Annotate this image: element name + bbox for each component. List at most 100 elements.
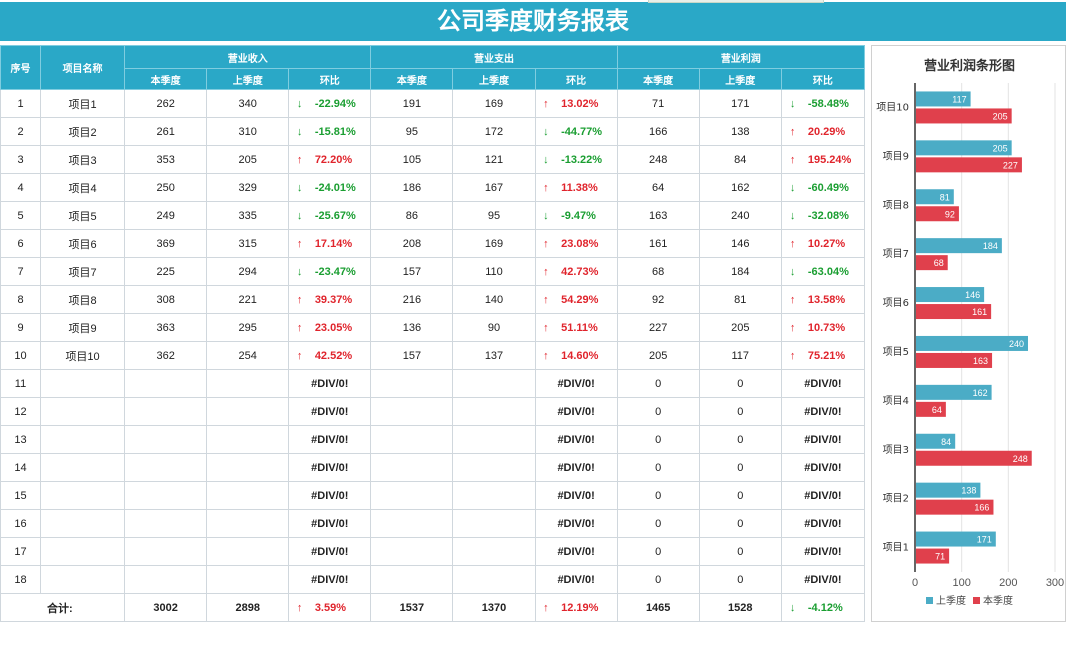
cell[interactable]: 353: [124, 145, 208, 174]
cell[interactable]: 95: [370, 117, 454, 146]
cell[interactable]: [370, 481, 454, 510]
qoq-cell[interactable]: #DIV/0!: [288, 369, 372, 398]
cell[interactable]: 1537: [370, 593, 454, 622]
cell[interactable]: 362: [124, 341, 208, 370]
cell[interactable]: [370, 397, 454, 426]
cell[interactable]: [370, 369, 454, 398]
cell[interactable]: 0: [616, 453, 700, 482]
cell[interactable]: [206, 425, 290, 454]
cell[interactable]: 340: [206, 89, 290, 118]
cell[interactable]: 250: [124, 173, 208, 202]
cell[interactable]: [124, 509, 208, 538]
cell[interactable]: 0: [698, 453, 782, 482]
cell[interactable]: [124, 369, 208, 398]
row-name[interactable]: 项目3: [40, 145, 126, 174]
qoq-cell[interactable]: ↓ -60.49%: [780, 173, 866, 202]
qoq-cell[interactable]: #DIV/0!: [780, 397, 866, 426]
cell[interactable]: 329: [206, 173, 290, 202]
cell[interactable]: [206, 537, 290, 566]
qoq-cell[interactable]: #DIV/0!: [534, 481, 618, 510]
cell[interactable]: [206, 369, 290, 398]
row-seq[interactable]: 15: [0, 481, 42, 510]
cell[interactable]: [370, 425, 454, 454]
cell[interactable]: [370, 537, 454, 566]
qoq-cell[interactable]: ↑ 72.20%: [288, 145, 372, 174]
cell[interactable]: [206, 397, 290, 426]
cell[interactable]: 295: [206, 313, 290, 342]
cell[interactable]: [370, 453, 454, 482]
row-name[interactable]: [40, 565, 126, 594]
total-label[interactable]: 合计:: [0, 593, 126, 622]
qoq-cell[interactable]: #DIV/0!: [534, 453, 618, 482]
qoq-cell[interactable]: #DIV/0!: [288, 509, 372, 538]
cell[interactable]: 146: [698, 229, 782, 258]
cell[interactable]: 0: [616, 537, 700, 566]
row-name[interactable]: 项目1: [40, 89, 126, 118]
qoq-cell[interactable]: ↓ -24.01%: [288, 173, 372, 202]
cell[interactable]: 248: [616, 145, 700, 174]
qoq-cell[interactable]: #DIV/0!: [288, 453, 372, 482]
cell[interactable]: 308: [124, 285, 208, 314]
cell[interactable]: 1465: [616, 593, 700, 622]
cell[interactable]: 0: [698, 565, 782, 594]
cell[interactable]: 216: [370, 285, 454, 314]
row-seq[interactable]: 13: [0, 425, 42, 454]
row-name[interactable]: 项目9: [40, 313, 126, 342]
qoq-cell[interactable]: ↑ 10.73%: [780, 313, 866, 342]
row-seq[interactable]: 17: [0, 537, 42, 566]
cell[interactable]: 163: [616, 201, 700, 230]
qoq-cell[interactable]: ↑ 51.11%: [534, 313, 618, 342]
cell[interactable]: 166: [616, 117, 700, 146]
cell[interactable]: 205: [698, 313, 782, 342]
cell[interactable]: [206, 509, 290, 538]
cell[interactable]: 136: [370, 313, 454, 342]
cell[interactable]: [452, 397, 536, 426]
row-seq[interactable]: 6: [0, 229, 42, 258]
qoq-cell[interactable]: #DIV/0!: [534, 397, 618, 426]
qoq-cell[interactable]: ↓ -44.77%: [534, 117, 618, 146]
cell[interactable]: 1370: [452, 593, 536, 622]
cell[interactable]: 0: [616, 369, 700, 398]
row-seq[interactable]: 14: [0, 453, 42, 482]
qoq-cell[interactable]: ↑ 12.19%: [534, 593, 618, 622]
row-seq[interactable]: 10: [0, 341, 42, 370]
cell[interactable]: 205: [616, 341, 700, 370]
cell[interactable]: [452, 565, 536, 594]
qoq-cell[interactable]: #DIV/0!: [780, 565, 866, 594]
cell[interactable]: 71: [616, 89, 700, 118]
cell[interactable]: 1528: [698, 593, 782, 622]
cell[interactable]: [452, 537, 536, 566]
qoq-cell[interactable]: ↑ 42.52%: [288, 341, 372, 370]
cell[interactable]: 137: [452, 341, 536, 370]
cell[interactable]: [206, 453, 290, 482]
qoq-cell[interactable]: ↑ 17.14%: [288, 229, 372, 258]
cell[interactable]: 0: [616, 565, 700, 594]
qoq-cell[interactable]: ↑ 195.24%: [780, 145, 866, 174]
cell[interactable]: 0: [698, 481, 782, 510]
cell[interactable]: 363: [124, 313, 208, 342]
cell[interactable]: 84: [698, 145, 782, 174]
cell[interactable]: [452, 453, 536, 482]
cell[interactable]: 0: [616, 397, 700, 426]
cell[interactable]: 0: [698, 537, 782, 566]
qoq-cell[interactable]: #DIV/0!: [534, 425, 618, 454]
row-name[interactable]: [40, 509, 126, 538]
row-name[interactable]: 项目7: [40, 257, 126, 286]
qoq-cell[interactable]: ↑ 10.27%: [780, 229, 866, 258]
row-name[interactable]: 项目10: [40, 341, 126, 370]
cell[interactable]: 221: [206, 285, 290, 314]
row-name[interactable]: 项目4: [40, 173, 126, 202]
qoq-cell[interactable]: ↑ 13.02%: [534, 89, 618, 118]
cell[interactable]: 315: [206, 229, 290, 258]
cell[interactable]: [452, 425, 536, 454]
cell[interactable]: 227: [616, 313, 700, 342]
cell[interactable]: 167: [452, 173, 536, 202]
qoq-cell[interactable]: ↓ -9.47%: [534, 201, 618, 230]
qoq-cell[interactable]: ↓ -13.22%: [534, 145, 618, 174]
cell[interactable]: 162: [698, 173, 782, 202]
qoq-cell[interactable]: ↓ -32.08%: [780, 201, 866, 230]
row-seq[interactable]: 3: [0, 145, 42, 174]
qoq-cell[interactable]: ↓ -25.67%: [288, 201, 372, 230]
cell[interactable]: 335: [206, 201, 290, 230]
cell[interactable]: 0: [616, 481, 700, 510]
